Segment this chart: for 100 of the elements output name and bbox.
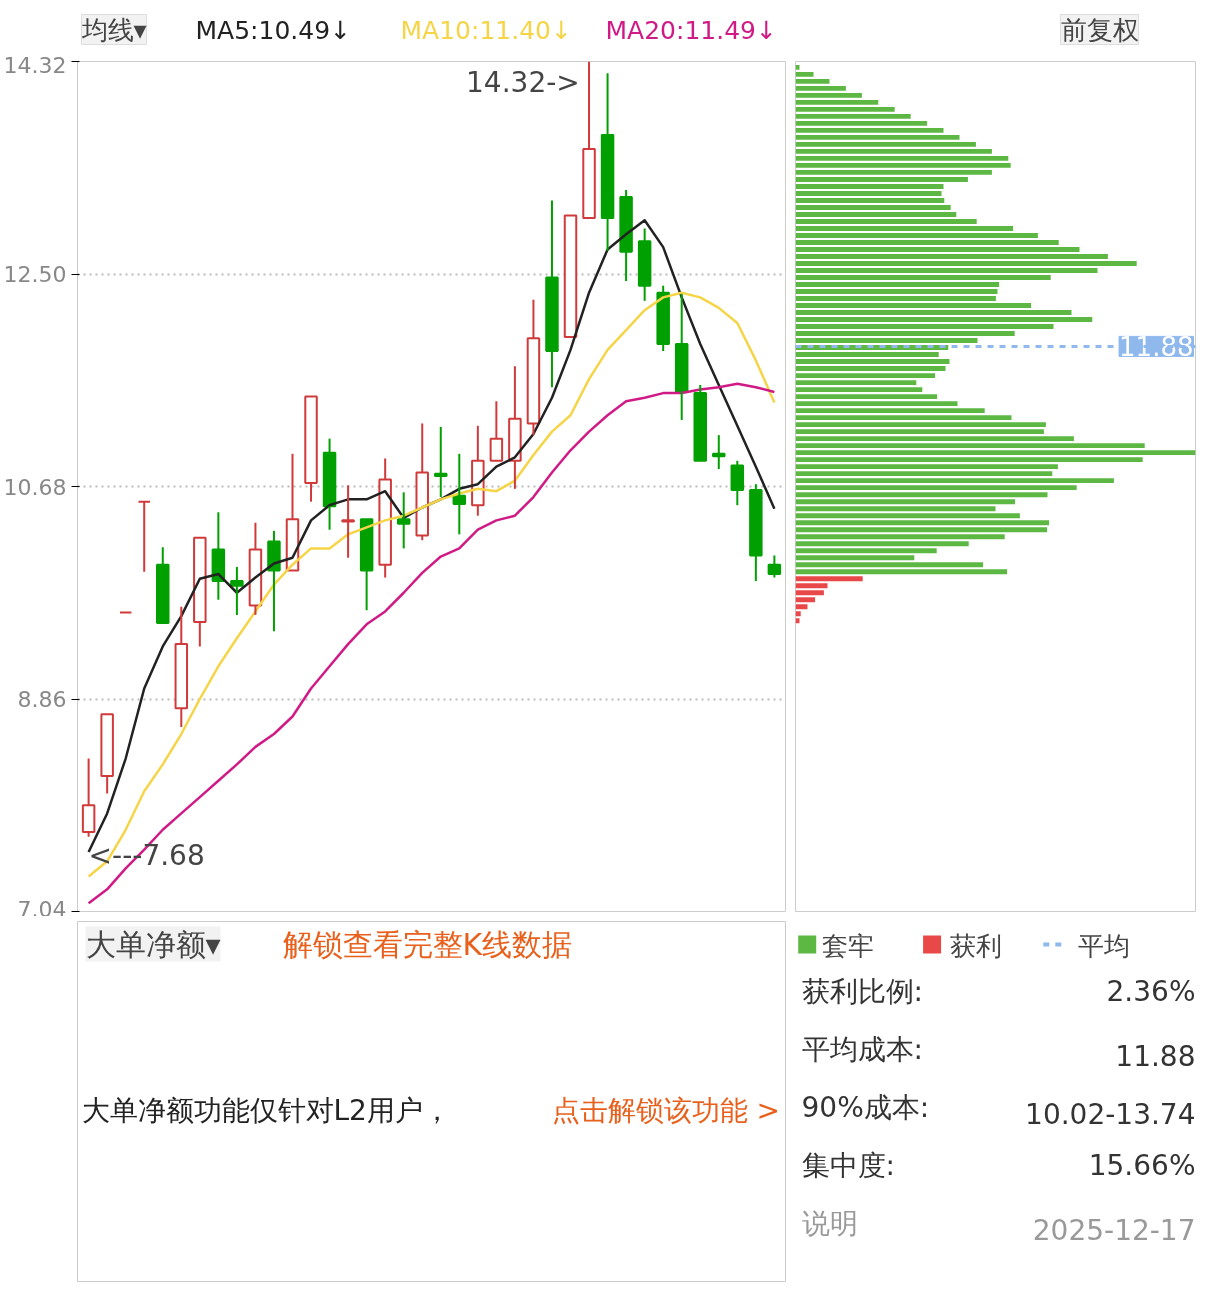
bar bbox=[795, 499, 1016, 505]
bar bbox=[795, 71, 814, 77]
bar bbox=[795, 583, 828, 589]
y-tick-label: 10.68 bbox=[3, 474, 67, 500]
candlestick bbox=[712, 434, 726, 470]
bar bbox=[795, 520, 1050, 526]
bar bbox=[795, 380, 917, 386]
bar bbox=[795, 78, 830, 84]
candlestick bbox=[359, 518, 374, 612]
bar bbox=[795, 527, 1048, 533]
legend-label: 获利 bbox=[949, 930, 1002, 961]
candlestick bbox=[563, 214, 578, 339]
bar bbox=[795, 387, 923, 393]
candlestick bbox=[749, 483, 763, 583]
bar bbox=[795, 176, 968, 182]
text: 大单净额功能仅针对L2用户， bbox=[81, 1093, 451, 1127]
bar bbox=[795, 569, 1008, 575]
candlestick bbox=[508, 365, 522, 490]
bar bbox=[795, 562, 984, 568]
candlestick bbox=[304, 395, 318, 503]
bar bbox=[795, 534, 1005, 540]
text: 10.02-13.74 bbox=[1025, 1097, 1196, 1131]
bar bbox=[795, 183, 944, 189]
bar bbox=[795, 113, 911, 119]
text: MA20:11.49↓ bbox=[605, 15, 777, 45]
bar bbox=[795, 590, 824, 596]
bar bbox=[795, 604, 808, 610]
bar bbox=[795, 162, 1011, 168]
bar bbox=[795, 408, 985, 414]
bar bbox=[795, 106, 895, 112]
bar bbox=[795, 296, 996, 301]
bar bbox=[795, 352, 939, 358]
bar bbox=[795, 597, 816, 603]
bar bbox=[795, 478, 1114, 484]
bar bbox=[795, 548, 937, 554]
bar bbox=[795, 155, 1009, 161]
candlestick bbox=[267, 529, 281, 633]
text: 2025-12-17 bbox=[1032, 1213, 1196, 1247]
bar bbox=[795, 443, 1145, 449]
text: 平均 bbox=[1077, 930, 1130, 961]
text: 说明 bbox=[801, 1206, 858, 1240]
candlestick bbox=[118, 611, 133, 614]
bar bbox=[795, 127, 944, 133]
bar bbox=[795, 401, 958, 407]
bar bbox=[795, 247, 1080, 252]
bar bbox=[795, 450, 1196, 456]
text: 15.66% bbox=[1088, 1148, 1196, 1182]
text: 2.36% bbox=[1106, 974, 1196, 1008]
text: 集中度: bbox=[801, 1148, 895, 1182]
bar bbox=[795, 190, 942, 196]
bar bbox=[795, 331, 1015, 336]
text: 点击解锁该功能 > bbox=[551, 1093, 780, 1127]
bar bbox=[795, 471, 1053, 477]
bar bbox=[795, 576, 863, 582]
bar bbox=[795, 261, 1137, 266]
bar bbox=[795, 485, 1077, 491]
candlestick bbox=[600, 72, 615, 252]
candlestick bbox=[545, 199, 559, 389]
bar bbox=[795, 513, 1020, 519]
text: MA5:10.49↓ bbox=[195, 15, 352, 45]
bar bbox=[795, 373, 936, 379]
candlestick bbox=[322, 437, 337, 531]
candlestick bbox=[378, 457, 392, 579]
bar bbox=[795, 506, 996, 512]
bar bbox=[795, 212, 957, 217]
candlestick bbox=[137, 500, 151, 573]
bar bbox=[795, 492, 1048, 498]
text: MA10:11.40↓ bbox=[400, 15, 572, 45]
bar bbox=[795, 464, 1058, 470]
bar bbox=[795, 310, 1072, 315]
candlestick bbox=[489, 400, 504, 462]
bar bbox=[795, 611, 801, 617]
bar bbox=[795, 268, 1098, 273]
legend-title: 均线▾ bbox=[80, 14, 147, 45]
legend-label: 套牢 bbox=[821, 930, 874, 961]
candlestick bbox=[100, 713, 114, 795]
text: 获利比例: bbox=[801, 974, 923, 1008]
bar bbox=[795, 541, 969, 547]
bar bbox=[795, 366, 946, 372]
bar bbox=[795, 219, 977, 224]
candlestick bbox=[767, 554, 782, 579]
text: 解锁查看完整K线数据 bbox=[282, 926, 573, 962]
bar bbox=[795, 359, 950, 365]
bar bbox=[795, 99, 879, 105]
bar bbox=[795, 324, 1054, 329]
candlestick bbox=[193, 536, 207, 648]
bar bbox=[795, 422, 1046, 428]
candlestick bbox=[81, 757, 96, 838]
candlestick bbox=[619, 188, 633, 283]
candlestick bbox=[693, 383, 707, 462]
bar bbox=[795, 85, 846, 91]
candlestick bbox=[396, 491, 411, 550]
bar bbox=[795, 233, 1038, 238]
candlestick bbox=[526, 298, 541, 437]
candlestick bbox=[452, 452, 467, 536]
ref-line-label: 11.88 bbox=[1119, 332, 1194, 363]
bar bbox=[795, 303, 1032, 308]
text: 90%成本: bbox=[801, 1090, 930, 1124]
y-tick-label: 8.86 bbox=[17, 687, 67, 712]
bar bbox=[795, 429, 1044, 435]
